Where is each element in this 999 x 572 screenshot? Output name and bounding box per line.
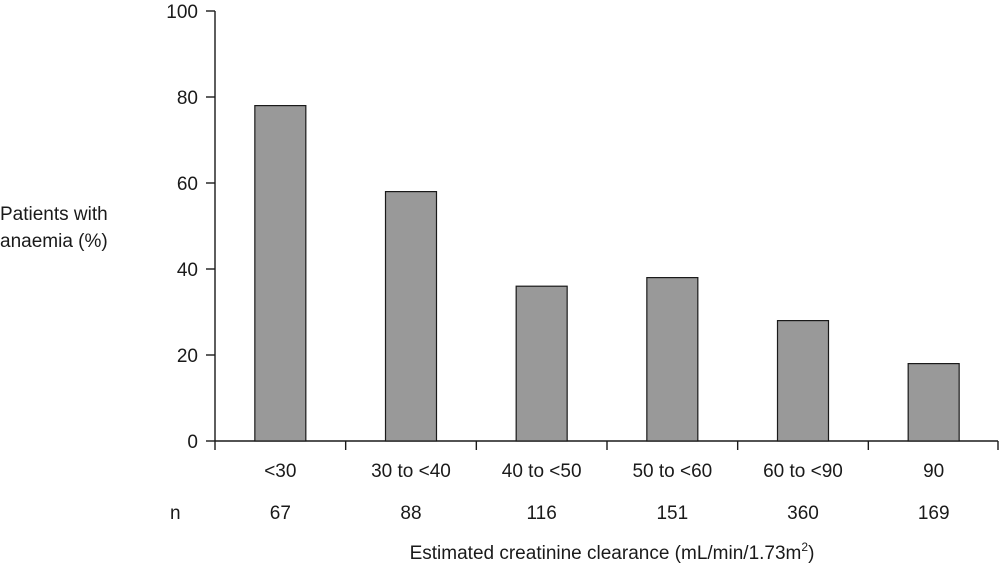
axes: [206, 10, 999, 450]
x-axis-title-main: Estimated creatinine clearance (mL/min/1…: [410, 543, 802, 564]
y-tick-label: 0: [187, 432, 198, 453]
n-value-label: 360: [787, 503, 819, 524]
bar: [907, 363, 960, 442]
y-axis-title-line-2: anaemia (%): [0, 231, 108, 252]
x-axis-title-suffix: ): [808, 543, 814, 564]
n-row-label: n: [170, 503, 181, 524]
x-axis-title: Estimated creatinine clearance (mL/min/1…: [410, 540, 815, 564]
y-tick-label: 100: [166, 2, 198, 23]
x-category-label: 90: [923, 461, 944, 482]
y-tick-label: 80: [177, 88, 198, 109]
x-axis-title-superscript: 2: [801, 540, 808, 554]
bar: [776, 320, 830, 442]
bars: [254, 104, 960, 442]
y-axis-title-line-1: Patients with: [0, 204, 108, 225]
n-value-label: 67: [270, 503, 291, 524]
y-tick-label: 40: [177, 260, 198, 281]
bar: [384, 191, 438, 442]
n-value-label: 88: [400, 503, 421, 524]
n-value-label: 116: [527, 503, 557, 524]
bar: [254, 104, 307, 442]
y-tick-label: 60: [177, 174, 198, 195]
n-value-label: 169: [918, 503, 950, 524]
x-category-label: 40 to <50: [502, 461, 582, 482]
bar: [646, 277, 699, 442]
x-category-label: 30 to <40: [371, 461, 451, 482]
bar: [515, 285, 568, 442]
x-category-label: 60 to <90: [763, 461, 843, 482]
x-category-label: <30: [264, 461, 296, 482]
x-category-label: 50 to <60: [632, 461, 712, 482]
y-tick-label: 20: [177, 346, 198, 367]
labels: 0 20 40 60 80 100 <30 67 30 to <40 88 40 to <50 116…: [166, 2, 949, 524]
n-value-label: 151: [656, 503, 688, 524]
